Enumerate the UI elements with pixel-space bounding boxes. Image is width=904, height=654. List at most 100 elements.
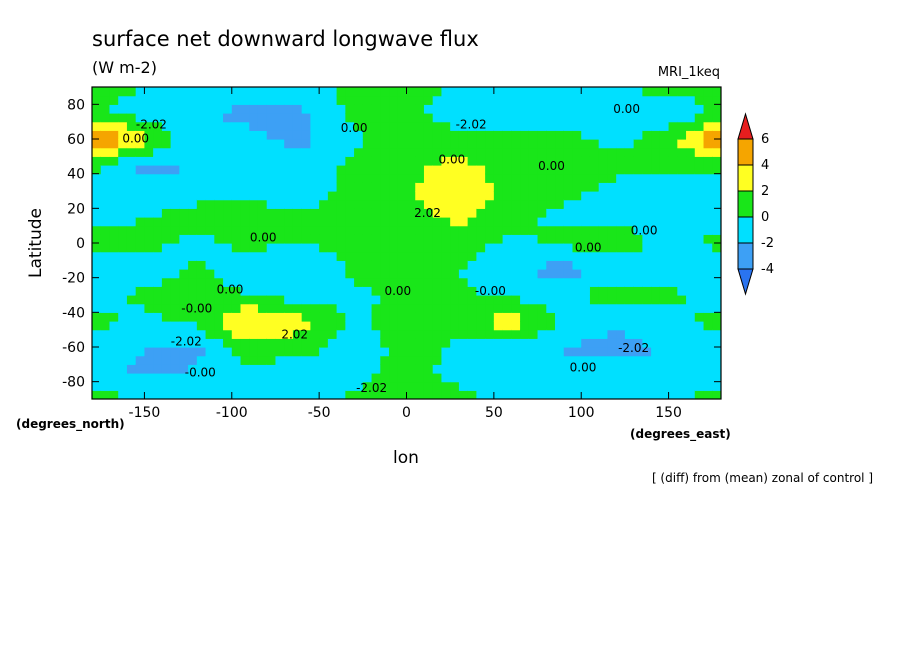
field-cell bbox=[188, 390, 198, 399]
field-cell bbox=[563, 191, 574, 201]
field-cell bbox=[327, 277, 338, 287]
field-cell bbox=[642, 312, 652, 322]
field-cell bbox=[589, 199, 600, 209]
field-cell bbox=[415, 165, 425, 175]
field-cell bbox=[659, 130, 670, 140]
field-cell bbox=[118, 338, 128, 348]
field-cell bbox=[196, 381, 207, 391]
field-cell bbox=[415, 121, 425, 131]
field-cell bbox=[275, 312, 285, 322]
field-cell bbox=[301, 156, 312, 166]
field-cell bbox=[546, 303, 556, 313]
field-cell bbox=[170, 199, 180, 209]
field-cell bbox=[423, 156, 434, 166]
contour-label: 0.00 bbox=[384, 284, 411, 298]
field-cell bbox=[624, 95, 635, 105]
field-cell bbox=[362, 113, 373, 123]
field-cell bbox=[485, 295, 495, 305]
field-cell bbox=[520, 364, 530, 374]
field-cell bbox=[371, 269, 381, 279]
field-cell bbox=[476, 269, 486, 279]
field-cell bbox=[598, 347, 609, 357]
field-cell bbox=[572, 234, 582, 244]
field-cell bbox=[581, 121, 591, 131]
field-cell bbox=[458, 390, 469, 399]
field-cell bbox=[511, 295, 521, 305]
field-cell bbox=[581, 87, 591, 97]
field-cell bbox=[301, 373, 312, 383]
field-cell bbox=[598, 373, 609, 383]
field-cell bbox=[144, 139, 154, 149]
colorbar-label: 4 bbox=[761, 158, 769, 173]
field-cell bbox=[589, 156, 600, 166]
field-cell bbox=[485, 104, 495, 114]
field-cell bbox=[406, 191, 416, 201]
colorbar-segment bbox=[737, 242, 754, 270]
field-cell bbox=[616, 338, 626, 348]
field-cell bbox=[633, 373, 643, 383]
field-cell bbox=[537, 260, 547, 270]
field-cell bbox=[301, 364, 312, 374]
field-cell bbox=[458, 130, 469, 140]
field-cell bbox=[354, 121, 364, 131]
field-cell bbox=[432, 139, 443, 149]
field-cell bbox=[624, 321, 635, 331]
field-cell bbox=[624, 225, 635, 235]
field-cell bbox=[415, 234, 425, 244]
field-cell bbox=[441, 286, 451, 296]
field-cell bbox=[520, 347, 530, 357]
field-cell bbox=[642, 173, 652, 183]
field-cell bbox=[153, 139, 163, 149]
field-cell bbox=[659, 191, 670, 201]
field-cell bbox=[336, 251, 346, 261]
field-cell bbox=[380, 121, 390, 131]
field-cell bbox=[406, 199, 416, 209]
field-cell bbox=[686, 173, 696, 183]
field-cell bbox=[493, 87, 504, 97]
field-cell bbox=[327, 269, 338, 279]
field-cell bbox=[170, 121, 180, 131]
field-cell bbox=[668, 338, 678, 348]
field-cell bbox=[223, 113, 233, 123]
field-cell bbox=[126, 381, 137, 391]
field-cell bbox=[319, 173, 329, 183]
field-cell bbox=[458, 234, 469, 244]
field-cell bbox=[642, 355, 652, 365]
field-cell bbox=[292, 381, 303, 391]
field-cell bbox=[624, 139, 635, 149]
field-cell bbox=[371, 286, 381, 296]
field-cell bbox=[511, 321, 521, 331]
field-cell bbox=[607, 199, 617, 209]
field-cell bbox=[476, 217, 486, 227]
field-cell bbox=[240, 338, 250, 348]
field-cell bbox=[284, 113, 294, 123]
field-cell bbox=[301, 338, 312, 348]
field-cell bbox=[354, 364, 364, 374]
field-cell bbox=[292, 390, 303, 399]
field-cell bbox=[520, 312, 530, 322]
field-cell bbox=[118, 95, 128, 105]
field-cell bbox=[572, 130, 582, 140]
field-cell bbox=[292, 217, 303, 227]
field-cell bbox=[257, 191, 268, 201]
field-cell bbox=[240, 87, 250, 97]
field-cell bbox=[345, 286, 355, 296]
field-cell bbox=[310, 312, 320, 322]
field-cell bbox=[100, 95, 111, 105]
field-cell bbox=[642, 147, 652, 157]
field-cell bbox=[397, 208, 408, 218]
field-cell bbox=[161, 303, 172, 313]
field-cell bbox=[345, 347, 355, 357]
field-cell bbox=[651, 373, 661, 383]
field-cell bbox=[275, 104, 285, 114]
field-cell bbox=[380, 217, 390, 227]
field-cell bbox=[92, 321, 102, 331]
field-cell bbox=[179, 295, 189, 305]
field-cell bbox=[712, 355, 721, 365]
field-cell bbox=[240, 381, 250, 391]
field-cell bbox=[432, 121, 443, 131]
field-cell bbox=[389, 165, 399, 175]
field-cell bbox=[598, 121, 609, 131]
field-cell bbox=[450, 156, 460, 166]
field-cell bbox=[327, 312, 338, 322]
